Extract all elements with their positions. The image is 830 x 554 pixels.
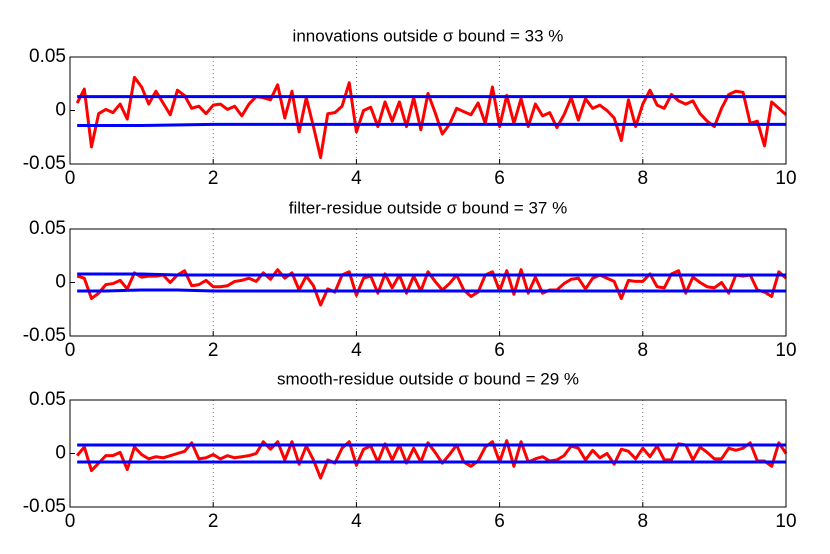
y-tick-label: 0	[55, 443, 66, 464]
y-tick-label: -0.05	[23, 153, 66, 174]
x-tick-label: 0	[65, 340, 76, 361]
x-tick-label: 10	[775, 511, 796, 532]
y-tick-label: 0.05	[29, 389, 66, 410]
y-tick-label: -0.05	[23, 496, 66, 517]
axes-frame	[69, 228, 787, 337]
x-tick-label: 2	[208, 511, 219, 532]
subplot-title: filter-residue outside σ bound = 37 %	[289, 198, 567, 217]
x-tick-label: 8	[638, 511, 649, 532]
x-tick-label: 8	[638, 168, 649, 189]
x-tick-label: 2	[208, 340, 219, 361]
x-tick-label: 0	[65, 511, 76, 532]
x-tick-label: 4	[351, 168, 362, 189]
subplot-title: smooth-residue outside σ bound = 29 %	[277, 369, 579, 388]
residual-line	[75, 75, 788, 160]
y-tick-label: -0.05	[23, 325, 66, 346]
axes-frame	[69, 399, 787, 508]
axes-frame	[69, 56, 787, 165]
residual-line	[76, 268, 788, 307]
bound-line	[77, 272, 786, 277]
x-tick-label: 0	[65, 168, 76, 189]
y-tick-label: 0	[55, 272, 66, 293]
x-tick-label: 6	[494, 168, 505, 189]
x-tick-label: 4	[351, 511, 362, 532]
y-tick-label: 0.05	[29, 46, 66, 67]
x-tick-label: 6	[494, 340, 505, 361]
subplot-title: innovations outside σ bound = 33 %	[293, 26, 564, 45]
x-tick-label: 10	[775, 340, 796, 361]
bound-line	[77, 288, 786, 293]
y-tick-label: 0.05	[29, 218, 66, 239]
x-tick-label: 6	[494, 511, 505, 532]
bound-line	[77, 122, 786, 127]
x-tick-label: 10	[775, 168, 796, 189]
x-tick-label: 4	[351, 340, 362, 361]
x-tick-label: 2	[208, 168, 219, 189]
y-tick-label: 0	[55, 100, 66, 121]
residual-line	[76, 439, 788, 480]
x-tick-label: 8	[638, 340, 649, 361]
